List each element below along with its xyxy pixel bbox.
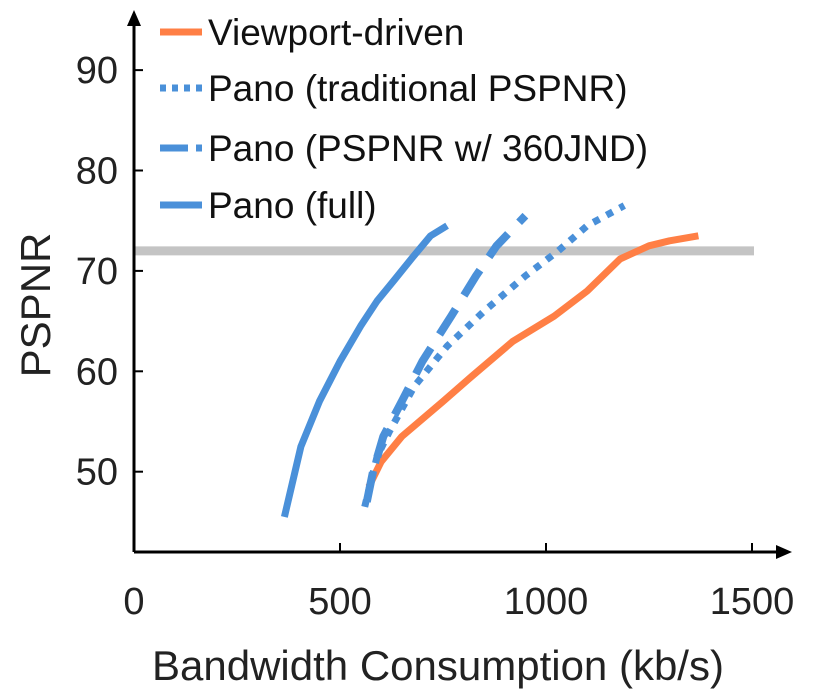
legend-label: Pano (traditional PSPNR)	[208, 68, 628, 109]
legend-label: Viewport-driven	[208, 12, 464, 53]
y-tick-label: 50	[76, 452, 118, 494]
legend: Viewport-driven Pano (traditional PSPNR) P…	[160, 12, 648, 226]
x-tick-label: 0	[123, 581, 144, 623]
series-line-3	[362, 212, 529, 503]
axes-layer: 0 500 1000 1500 50 60 70 80 90 Bandwidth Consumpt…	[12, 10, 794, 689]
y-tick-label: 70	[76, 251, 118, 293]
y-tick-label: 80	[76, 151, 118, 193]
x-tick-label: 1000	[504, 581, 589, 623]
x-tick-label: 500	[308, 581, 371, 623]
y-axis-label: PSPNR	[12, 233, 59, 378]
y-axis-arrow	[127, 10, 141, 26]
series-layer	[280, 202, 699, 518]
legend-label: Pano (full)	[208, 185, 377, 226]
x-axis-arrow	[776, 545, 792, 559]
y-tick-label: 60	[76, 351, 118, 393]
x-axis-label: Bandwidth Consumption (kb/s)	[152, 642, 724, 689]
legend-label: Pano (PSPNR w/ 360JND)	[208, 128, 648, 169]
series-line-2	[361, 202, 626, 508]
x-tick-label: 1500	[710, 581, 795, 623]
y-tick-label: 90	[76, 50, 118, 92]
series-line-4	[280, 222, 449, 518]
series-line-1	[365, 232, 699, 489]
